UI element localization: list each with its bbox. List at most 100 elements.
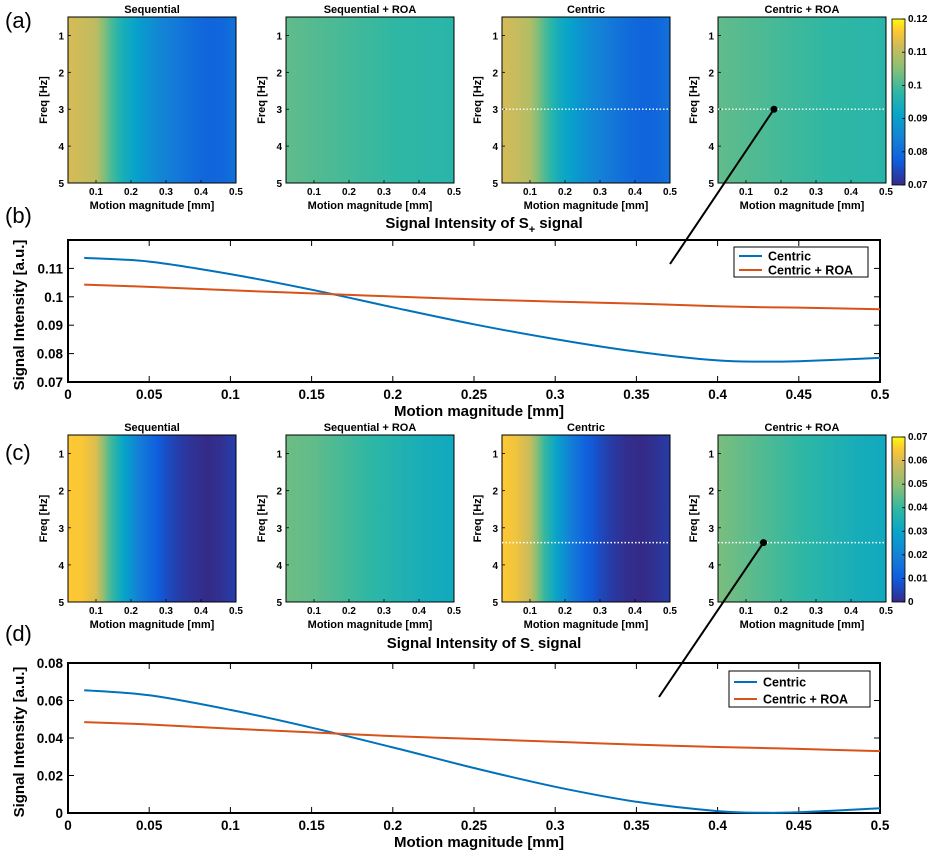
colorbar-image — [891, 18, 906, 186]
heatmap-title: Sequential — [124, 422, 180, 434]
y-axis-label: Freq [Hz] — [688, 76, 700, 124]
x-tick-label: 0.5 — [879, 606, 893, 617]
y-tick-label: 4 — [276, 142, 282, 153]
y-tick-label: 0.1 — [44, 290, 63, 305]
heatmap-image — [718, 17, 886, 183]
heatmap-image — [68, 17, 236, 183]
y-tick-label: 0.04 — [37, 731, 64, 746]
x-tick-label: 0.4 — [628, 606, 642, 617]
x-tick-label: 0.2 — [774, 187, 788, 198]
x-tick-label: 0.2 — [342, 187, 356, 198]
y-axis-label: Signal Intensity [a.u.] — [11, 240, 28, 391]
x-tick-label: 0.4 — [844, 187, 858, 198]
y-axis-label: Freq [Hz] — [472, 494, 484, 542]
colorbar-tick-label: 0.06 — [908, 456, 928, 467]
connector-line — [669, 108, 775, 265]
heatmap-title: Centric + ROA — [765, 422, 840, 434]
y-tick-label: 5 — [708, 598, 714, 609]
x-tick-label: 0.4 — [412, 187, 426, 198]
x-tick-label: 0.4 — [708, 818, 727, 833]
x-tick-label: 0 — [64, 818, 72, 833]
x-tick-label: 0.5 — [447, 187, 461, 198]
x-tick-label: 0.3 — [377, 187, 391, 198]
y-tick-label: 4 — [708, 142, 714, 153]
colorbar-tick-label: 0.04 — [908, 503, 928, 514]
x-tick-label: 0.2 — [124, 606, 138, 617]
series-line-centric-roa — [84, 721, 881, 753]
legend-label: Centric — [768, 250, 811, 264]
x-tick-label: 0.5 — [447, 606, 461, 617]
x-tick-label: 0.2 — [558, 606, 572, 617]
x-tick-label: 0.15 — [298, 818, 325, 833]
x-tick-label: 0.15 — [298, 387, 325, 402]
heatmap-image — [68, 435, 236, 602]
x-axis-label: Motion magnitude [mm] — [740, 200, 865, 212]
y-axis-label: Signal Intensity [a.u.] — [11, 667, 28, 818]
x-tick-label: 0.3 — [593, 606, 607, 617]
colorbar-tick-label: 0.07 — [908, 180, 928, 191]
colorbar-tick-label: 0.1 — [908, 80, 922, 91]
colorbar-tick-label: 0.07 — [908, 432, 928, 443]
title-subscript: - — [530, 644, 534, 656]
y-tick-label: 1 — [708, 450, 714, 461]
colorbar-tick-label: 0.09 — [908, 114, 928, 125]
heatmap-frame — [501, 16, 671, 184]
y-tick-label: 3 — [276, 105, 282, 116]
colorbar-tick-label: 0.02 — [908, 550, 928, 561]
colorbar-tick-label: 0.01 — [908, 573, 928, 584]
y-tick-label: 0.09 — [37, 318, 63, 333]
y-tick-label: 5 — [492, 179, 498, 190]
x-tick-label: 0.4 — [708, 387, 727, 402]
x-tick-label: 0.2 — [124, 187, 138, 198]
x-axis-label: Motion magnitude [mm] — [524, 619, 649, 631]
y-tick-label: 5 — [58, 179, 64, 190]
x-tick-label: 0.5 — [871, 818, 890, 833]
x-tick-label: 0.5 — [879, 187, 893, 198]
heatmap-c-4: Centric + ROA 0.1 0.2 0.3 0.4 0.5 1 2 3 4 5 Motion … — [688, 422, 928, 631]
y-tick-label: 5 — [276, 179, 282, 190]
y-tick-label: 0.02 — [37, 769, 63, 784]
colorbar: 0.07 0.08 0.09 0.1 0.11 0.12 — [891, 14, 928, 191]
heatmap-a-4: Centric + ROA 0.1 0.2 0.3 0.4 0.5 1 2 3 4 5 Motion … — [688, 4, 928, 212]
heatmap-title: Sequential + ROA — [324, 4, 417, 16]
x-tick-label: 0.3 — [546, 387, 565, 402]
title-suffix: signal — [534, 635, 582, 652]
y-tick-label: 0.07 — [37, 375, 63, 390]
y-tick-label: 3 — [58, 105, 64, 116]
line-plot-b: Signal Intensity of S+ signal 0 0.05 0.1 0.1… — [11, 215, 890, 420]
heatmap-image — [718, 435, 886, 602]
y-axis-label: Freq [Hz] — [38, 76, 50, 124]
x-tick-label: 0.1 — [89, 187, 103, 198]
legend-label: Centric — [763, 676, 806, 690]
x-tick-label: 0.25 — [461, 387, 488, 402]
y-tick-label: 1 — [708, 31, 714, 42]
series-line-centric — [84, 689, 881, 814]
x-tick-label: 0.5 — [229, 187, 243, 198]
y-tick-label: 5 — [492, 598, 498, 609]
x-tick-label: 0.1 — [739, 606, 753, 617]
colorbar-tick-label: 0.03 — [908, 526, 928, 537]
legend-label: Centric + ROA — [763, 693, 848, 707]
x-tick-label: 0.1 — [89, 606, 103, 617]
x-tick-label: 0.2 — [383, 387, 402, 402]
y-tick-label: 4 — [492, 561, 498, 572]
y-tick-label: 2 — [276, 487, 282, 498]
y-tick-label: 2 — [58, 487, 64, 498]
y-tick-label: 2 — [708, 487, 714, 498]
y-tick-label: 0.08 — [37, 656, 64, 671]
panel-label-b: (b) — [5, 203, 32, 228]
y-tick-label: 1 — [276, 450, 282, 461]
x-tick-label: 0.2 — [342, 606, 356, 617]
colorbar-tick-label: 0.08 — [908, 147, 928, 158]
panel-label-a: (a) — [5, 8, 32, 33]
legend-box — [733, 246, 869, 278]
x-tick-label: 0.05 — [136, 387, 163, 402]
heatmap-title: Sequential — [124, 4, 180, 16]
y-axis-label: Freq [Hz] — [256, 494, 268, 542]
x-tick-label: 0.2 — [558, 187, 572, 198]
y-tick-label: 3 — [276, 524, 282, 535]
colorbar: 0 0.01 0.02 0.03 0.04 0.05 0.06 0.07 — [891, 432, 928, 608]
y-tick-label: 4 — [492, 142, 498, 153]
